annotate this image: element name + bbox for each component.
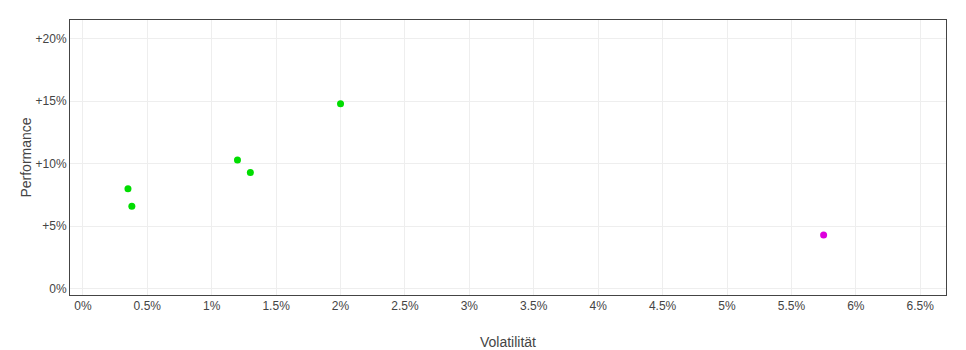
svg-text:0.5%: 0.5% [134,299,162,313]
svg-text:0%: 0% [74,299,92,313]
svg-text:6%: 6% [847,299,865,313]
svg-text:3%: 3% [461,299,479,313]
svg-text:Performance: Performance [18,117,34,197]
svg-text:2%: 2% [332,299,350,313]
svg-text:6.5%: 6.5% [907,299,935,313]
svg-text:4.5%: 4.5% [649,299,677,313]
svg-text:+20%: +20% [36,32,67,46]
svg-text:0%: 0% [49,282,67,296]
svg-text:5%: 5% [718,299,736,313]
svg-text:5.5%: 5.5% [778,299,806,313]
svg-text:+15%: +15% [36,94,67,108]
svg-text:1%: 1% [203,299,221,313]
svg-text:+5%: +5% [42,219,67,233]
svg-text:+10%: +10% [36,157,67,171]
svg-text:Volatilität: Volatilität [480,334,536,350]
svg-text:4%: 4% [590,299,608,313]
svg-text:3.5%: 3.5% [520,299,548,313]
svg-text:2.5%: 2.5% [391,299,419,313]
svg-text:1.5%: 1.5% [262,299,290,313]
